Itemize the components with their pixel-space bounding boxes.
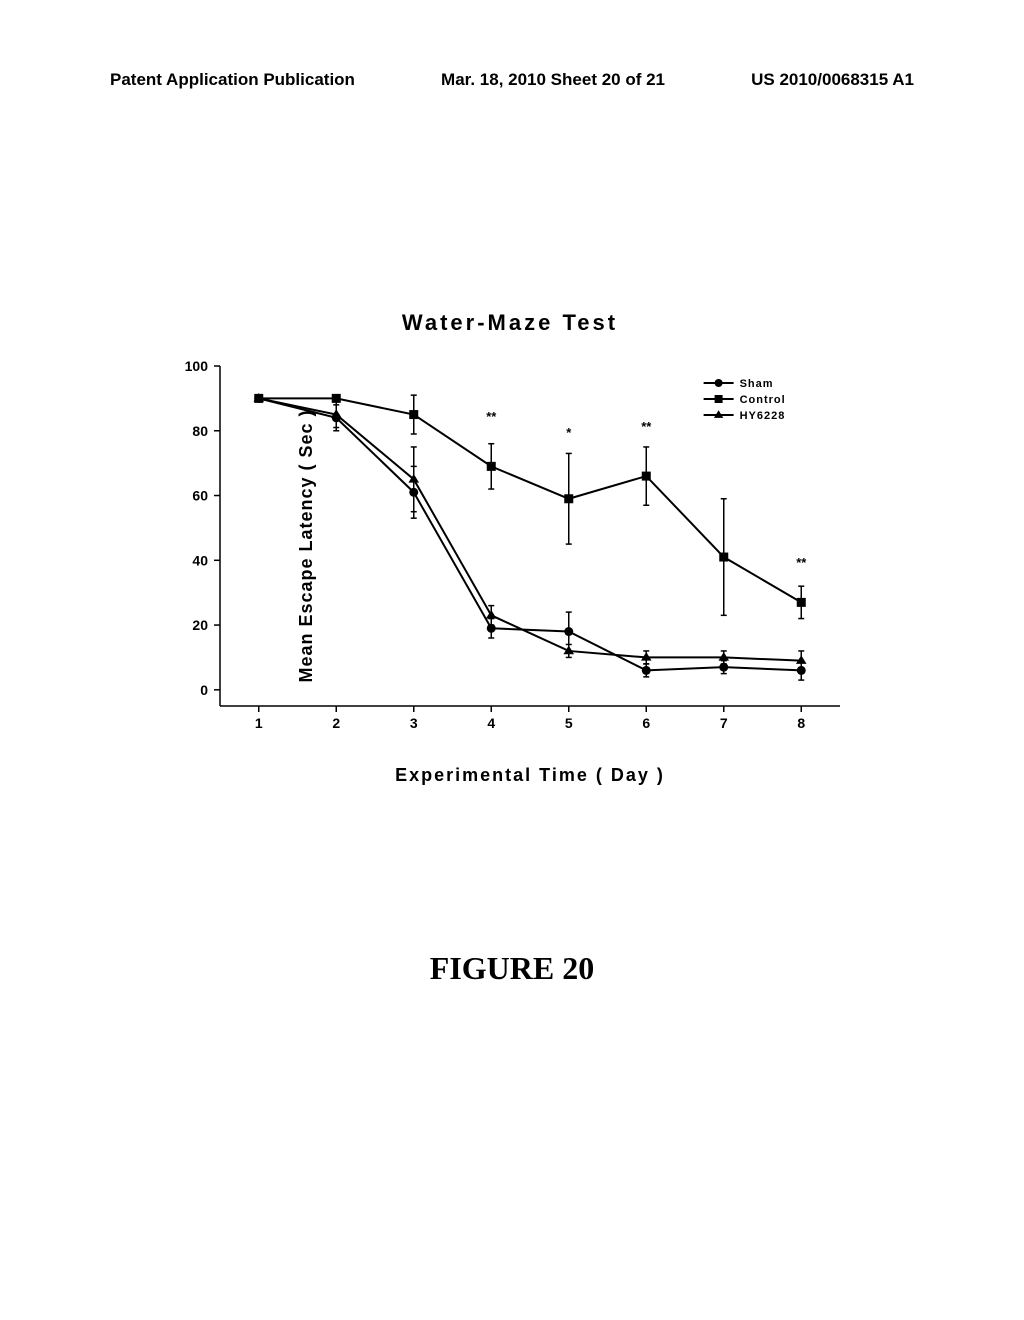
- chart-container: Water-Maze Test Mean Escape Latency ( Se…: [130, 310, 890, 810]
- figure-caption: FIGURE 20: [0, 950, 1024, 987]
- svg-text:8: 8: [797, 715, 805, 731]
- svg-text:60: 60: [192, 488, 208, 504]
- svg-text:Sham: Sham: [740, 378, 774, 390]
- svg-text:5: 5: [565, 715, 573, 731]
- svg-text:20: 20: [192, 617, 208, 633]
- svg-text:1: 1: [255, 715, 263, 731]
- page-header: Patent Application Publication Mar. 18, …: [0, 70, 1024, 90]
- y-axis-label: Mean Escape Latency ( Sec ): [296, 409, 317, 682]
- svg-text:**: **: [796, 555, 807, 570]
- svg-text:100: 100: [185, 358, 209, 374]
- plot-area: Mean Escape Latency ( Sec ) 020406080100…: [210, 356, 850, 736]
- header-center: Mar. 18, 2010 Sheet 20 of 21: [441, 70, 665, 90]
- svg-text:6: 6: [642, 715, 650, 731]
- svg-text:2: 2: [332, 715, 340, 731]
- chart-title: Water-Maze Test: [130, 310, 890, 336]
- x-axis-label: Experimental Time ( Day ): [395, 765, 665, 786]
- svg-text:Control: Control: [740, 394, 786, 406]
- svg-text:**: **: [486, 409, 497, 424]
- svg-text:3: 3: [410, 715, 418, 731]
- svg-text:*: *: [566, 425, 572, 440]
- svg-text:40: 40: [192, 552, 208, 568]
- svg-text:7: 7: [720, 715, 728, 731]
- svg-text:HY6228: HY6228: [740, 410, 786, 422]
- svg-text:0: 0: [200, 682, 208, 698]
- header-left: Patent Application Publication: [110, 70, 355, 90]
- header-right: US 2010/0068315 A1: [751, 70, 914, 90]
- svg-text:80: 80: [192, 423, 208, 439]
- svg-text:4: 4: [487, 715, 495, 731]
- svg-text:**: **: [641, 419, 652, 434]
